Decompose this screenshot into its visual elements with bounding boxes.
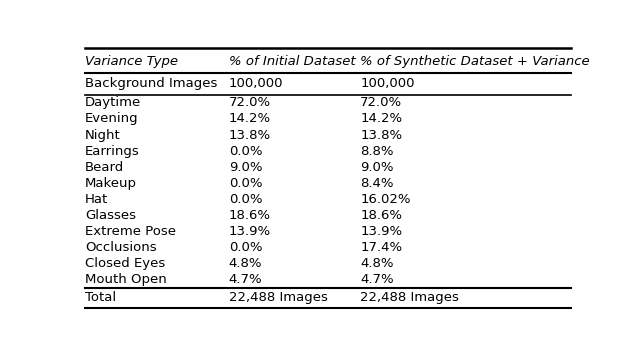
Text: 22,488 Images: 22,488 Images bbox=[229, 291, 328, 304]
Text: Earrings: Earrings bbox=[85, 144, 140, 158]
Text: Evening: Evening bbox=[85, 112, 139, 125]
Text: 8.4%: 8.4% bbox=[360, 177, 394, 190]
Text: Beard: Beard bbox=[85, 161, 124, 174]
Text: Total: Total bbox=[85, 291, 116, 304]
Text: Closed Eyes: Closed Eyes bbox=[85, 257, 165, 270]
Text: Occlusions: Occlusions bbox=[85, 241, 157, 254]
Text: 4.8%: 4.8% bbox=[229, 257, 262, 270]
Text: % of Initial Dataset: % of Initial Dataset bbox=[229, 55, 355, 68]
Text: Daytime: Daytime bbox=[85, 96, 141, 109]
Text: Background Images: Background Images bbox=[85, 77, 218, 90]
Text: 18.6%: 18.6% bbox=[360, 209, 402, 222]
Text: 72.0%: 72.0% bbox=[229, 96, 271, 109]
Text: 17.4%: 17.4% bbox=[360, 241, 403, 254]
Text: Hat: Hat bbox=[85, 193, 108, 206]
Text: Variance Type: Variance Type bbox=[85, 55, 178, 68]
Text: 13.8%: 13.8% bbox=[229, 128, 271, 142]
Text: 14.2%: 14.2% bbox=[360, 112, 403, 125]
Text: Night: Night bbox=[85, 128, 121, 142]
Text: 9.0%: 9.0% bbox=[229, 161, 262, 174]
Text: 22,488 Images: 22,488 Images bbox=[360, 291, 459, 304]
Text: 14.2%: 14.2% bbox=[229, 112, 271, 125]
Text: 0.0%: 0.0% bbox=[229, 177, 262, 190]
Text: % of Synthetic Dataset + Variance: % of Synthetic Dataset + Variance bbox=[360, 55, 590, 68]
Text: 13.8%: 13.8% bbox=[360, 128, 403, 142]
Text: 18.6%: 18.6% bbox=[229, 209, 271, 222]
Text: 100,000: 100,000 bbox=[360, 77, 415, 90]
Text: 9.0%: 9.0% bbox=[360, 161, 394, 174]
Text: 72.0%: 72.0% bbox=[360, 96, 403, 109]
Text: Extreme Pose: Extreme Pose bbox=[85, 225, 176, 238]
Text: 0.0%: 0.0% bbox=[229, 241, 262, 254]
Text: 0.0%: 0.0% bbox=[229, 193, 262, 206]
Text: 8.8%: 8.8% bbox=[360, 144, 394, 158]
Text: 4.8%: 4.8% bbox=[360, 257, 394, 270]
Text: Mouth Open: Mouth Open bbox=[85, 273, 166, 286]
Text: Glasses: Glasses bbox=[85, 209, 136, 222]
Text: Makeup: Makeup bbox=[85, 177, 137, 190]
Text: 13.9%: 13.9% bbox=[360, 225, 403, 238]
Text: 4.7%: 4.7% bbox=[360, 273, 394, 286]
Text: 0.0%: 0.0% bbox=[229, 144, 262, 158]
Text: 13.9%: 13.9% bbox=[229, 225, 271, 238]
Text: 100,000: 100,000 bbox=[229, 77, 284, 90]
Text: 4.7%: 4.7% bbox=[229, 273, 262, 286]
Text: 16.02%: 16.02% bbox=[360, 193, 411, 206]
